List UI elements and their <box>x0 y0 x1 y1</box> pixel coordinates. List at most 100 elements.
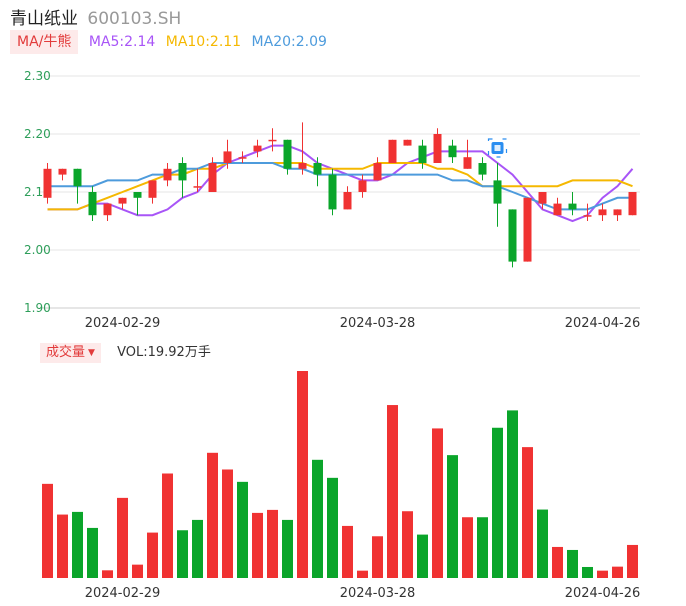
volume-bar <box>627 544 638 578</box>
volume-bar <box>102 570 113 578</box>
x-tick-label: 2024-03-28 <box>340 586 416 601</box>
ma-indicator-selector[interactable]: MA/牛熊 <box>10 30 79 54</box>
x-tick-label: 2024-04-26 <box>565 586 641 601</box>
ma10-label: MA10:2.11 <box>165 34 242 50</box>
moving-average-lines <box>47 144 634 223</box>
ma10-line <box>47 162 633 211</box>
candle-body <box>403 139 412 146</box>
volume-bar <box>432 428 443 578</box>
candle <box>208 157 217 192</box>
candle <box>193 168 202 192</box>
candle <box>283 139 292 175</box>
volume-bar <box>177 530 188 578</box>
candle-body <box>118 197 127 204</box>
volume-bar <box>192 519 203 578</box>
candle <box>433 128 442 163</box>
volume-bar <box>297 371 308 578</box>
x-tick-label: 2024-02-29 <box>85 316 161 331</box>
candle-body <box>433 134 442 163</box>
price-grid <box>40 75 640 309</box>
volume-bar <box>387 405 398 578</box>
volume-value: VOL:19.92万手 <box>117 345 211 360</box>
candle <box>118 197 127 210</box>
candle-body <box>238 157 247 159</box>
candle <box>493 163 502 227</box>
price-date-axis: 2024-02-29 2024-03-28 2024-04-26 <box>85 316 641 331</box>
volume-bar <box>552 546 563 578</box>
candle-body <box>88 192 97 216</box>
candle <box>268 128 277 152</box>
volume-bar <box>117 497 128 578</box>
volume-bar <box>522 447 533 578</box>
candle-body <box>193 186 202 188</box>
volume-bar <box>327 477 338 578</box>
volume-bar <box>207 452 218 578</box>
candle-body <box>493 180 502 204</box>
volume-bar <box>42 483 53 578</box>
x-tick-label: 2024-02-29 <box>85 586 161 601</box>
volume-bar <box>507 410 518 578</box>
volume-bar <box>417 534 428 578</box>
marker-frame <box>487 138 508 158</box>
candle <box>523 197 532 262</box>
ma-legend: MA/牛熊 MA5:2.14 MA10:2.11 MA20:2.09 <box>10 30 327 54</box>
volume-bar <box>162 473 173 578</box>
candle <box>358 174 367 198</box>
price-axis: 2.302.202.102.001.90 <box>24 69 51 315</box>
x-tick-label: 2024-03-28 <box>340 316 416 331</box>
candle <box>568 192 577 216</box>
volume-date-axis: 2024-02-29 2024-03-28 2024-04-26 <box>85 586 641 601</box>
candle <box>538 192 547 210</box>
volume-bar <box>282 519 293 578</box>
candle-body <box>43 168 52 198</box>
candle <box>73 168 82 204</box>
volume-bar <box>582 566 593 578</box>
candle <box>163 163 172 187</box>
candle <box>628 192 637 216</box>
candle <box>478 157 487 181</box>
ma20-label: MA20:2.09 <box>251 34 327 50</box>
volume-bar <box>72 511 83 578</box>
candle-body <box>178 163 187 181</box>
candle-body <box>598 209 607 216</box>
candle-body <box>328 174 337 210</box>
stock-name: 青山纸业 <box>10 9 78 29</box>
candle <box>43 163 52 204</box>
y-tick-label: 2.20 <box>24 127 51 141</box>
candle-body <box>208 163 217 192</box>
candle-body <box>103 203 112 216</box>
candle-body <box>163 168 172 181</box>
caret-down-icon: ▼ <box>88 348 95 358</box>
volume-bar <box>567 549 578 578</box>
candle-body <box>553 203 562 216</box>
volume-bar <box>267 509 278 578</box>
ma5-label: MA5:2.14 <box>88 34 156 50</box>
candle-body <box>538 192 547 204</box>
candle <box>148 180 157 204</box>
candle <box>133 192 142 216</box>
candle-body <box>373 163 382 181</box>
volume-indicator-selector[interactable]: 成交量 ▼ <box>40 343 101 363</box>
candle-body <box>313 163 322 175</box>
volume-bar <box>447 455 458 578</box>
candle <box>463 139 472 169</box>
volume-bars <box>42 371 638 578</box>
candle <box>313 157 322 187</box>
volume-legend: 成交量 ▼ VOL:19.92万手 <box>40 341 211 363</box>
candle-body <box>283 139 292 169</box>
candle <box>598 203 607 221</box>
candle <box>328 168 337 216</box>
candle-body <box>298 163 307 169</box>
candle <box>238 151 247 163</box>
volume-bar <box>132 564 143 578</box>
candle <box>223 139 232 169</box>
event-marker[interactable] <box>487 138 508 158</box>
candle <box>343 186 352 210</box>
ma5-line <box>47 144 634 223</box>
volume-bar <box>252 512 263 578</box>
candle <box>448 139 457 163</box>
candle-body <box>148 180 157 198</box>
volume-bar <box>372 536 383 578</box>
volume-bar <box>462 517 473 578</box>
